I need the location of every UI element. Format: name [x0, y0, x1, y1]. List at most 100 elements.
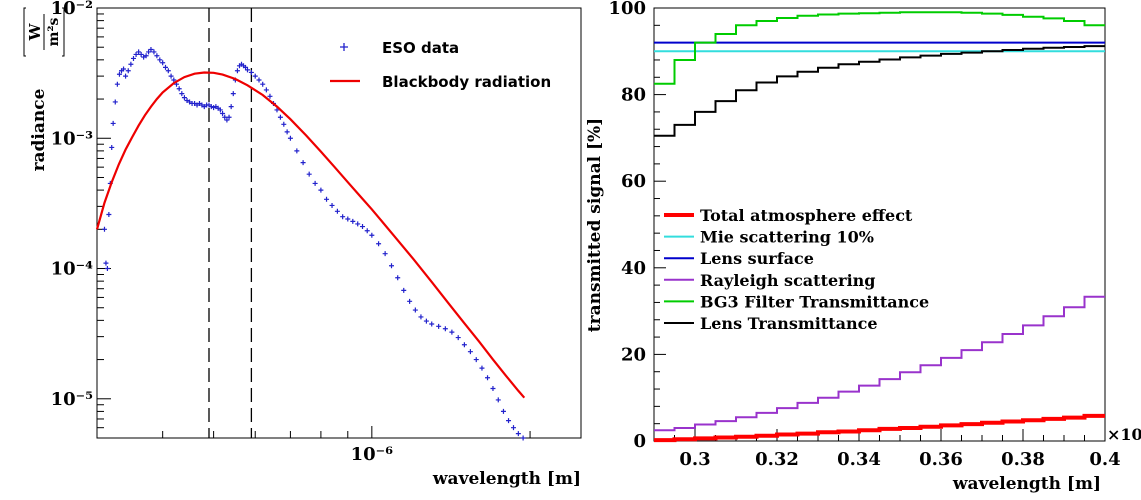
left-x-axis-label: wavelength [m] — [432, 469, 581, 489]
right-y-axis-label: transmitted signal [%] — [585, 118, 605, 332]
unit-numerator: W — [26, 22, 44, 41]
data-point — [224, 117, 230, 123]
left-series — [95, 47, 526, 441]
x-tick-label: 10⁻⁶ — [351, 444, 394, 465]
data-point — [364, 228, 370, 234]
data-point — [101, 226, 107, 232]
series-line-bg3-filter-transmittance — [654, 11, 1105, 85]
data-point — [495, 397, 501, 403]
x-tick-label: 0.34 — [837, 449, 881, 470]
data-point — [260, 81, 266, 87]
data-point — [490, 385, 496, 391]
y-tick-label: 10⁻² — [51, 0, 93, 19]
data-point — [160, 60, 166, 66]
y-tick-label: 10⁻³ — [51, 128, 94, 149]
data-point — [442, 326, 448, 332]
data-point — [114, 81, 120, 87]
data-point — [248, 69, 254, 75]
data-point — [116, 71, 122, 77]
data-point — [176, 86, 182, 92]
data-point — [230, 91, 236, 97]
unit-bracket-right — [62, 7, 65, 57]
legend-label: Lens surface — [700, 249, 814, 268]
data-point — [138, 51, 144, 57]
x-tick-label: 0.3 — [679, 449, 710, 470]
data-point — [252, 73, 258, 79]
data-point — [369, 232, 375, 238]
right-x-multiplier-label: ×10⁻⁶ — [1107, 425, 1141, 444]
data-point — [125, 68, 131, 74]
right-legend: Total atmosphere effect Mie scattering 10… — [664, 206, 929, 333]
legend-label: Lens Transmittance — [700, 314, 878, 333]
data-point — [355, 221, 361, 227]
data-point — [148, 47, 154, 53]
series-line-lens-transmittance — [654, 45, 1105, 137]
data-point — [179, 91, 185, 97]
legend-marker-eso — [340, 43, 348, 51]
data-point — [515, 431, 521, 437]
data-point — [220, 110, 226, 116]
data-point — [287, 135, 293, 141]
data-point — [360, 224, 366, 230]
data-point — [376, 241, 382, 247]
data-point — [340, 214, 346, 220]
data-point — [146, 49, 152, 55]
data-point — [429, 321, 435, 327]
data-point — [449, 329, 455, 335]
data-point — [277, 114, 283, 120]
data-point — [121, 66, 127, 72]
data-point — [130, 55, 136, 61]
y-tick-label: 20 — [621, 344, 646, 365]
data-point — [350, 218, 356, 224]
data-point — [423, 318, 429, 324]
data-point — [506, 418, 512, 424]
data-point — [106, 211, 112, 217]
left-dashed-reference-lines — [208, 8, 253, 438]
data-point — [234, 68, 240, 74]
data-point — [418, 314, 424, 320]
unit-denominator: m²s — [46, 17, 62, 46]
data-point — [395, 275, 401, 281]
right-x-axis-label: wavelength [m] — [952, 474, 1101, 494]
data-point — [306, 171, 312, 177]
data-point — [103, 260, 109, 266]
series-line-rayleigh-scattering — [654, 295, 1105, 432]
data-point — [334, 208, 340, 214]
right-axis-tick-labels: 0.3 0.32 0.34 0.36 0.38 0.4 0 20 40 60 80 100 — [608, 0, 1120, 470]
data-point — [222, 114, 228, 120]
data-point — [112, 99, 118, 105]
data-point — [401, 287, 407, 293]
blackbody-curve — [95, 71, 526, 399]
data-point — [181, 95, 187, 101]
data-point — [294, 148, 300, 154]
data-point — [187, 99, 193, 105]
left-axis-tick-labels: 10⁻⁵ 10⁻⁴ 10⁻³ 10⁻² 10⁻⁶ — [51, 0, 394, 465]
legend-label: Total atmosphere effect — [700, 206, 913, 225]
data-point — [500, 408, 506, 414]
data-point — [228, 104, 234, 110]
data-point — [104, 266, 110, 272]
data-point — [389, 263, 395, 269]
y-tick-label: 0 — [633, 431, 646, 452]
legend-label-blackbody: Blackbody radiation — [382, 73, 551, 91]
y-tick-label: 40 — [621, 258, 646, 279]
y-axis-label-text: radiance — [29, 88, 49, 171]
x-tick-label: 0.32 — [755, 449, 799, 470]
data-point — [267, 93, 273, 99]
data-point — [510, 425, 516, 431]
data-point — [109, 144, 115, 150]
data-point — [128, 61, 134, 67]
data-point — [154, 53, 160, 59]
right-series — [654, 11, 1105, 443]
left-legend: ESO data Blackbody radiation — [330, 39, 551, 91]
data-point — [274, 107, 280, 113]
y-tick-label: 10⁻⁵ — [51, 389, 94, 410]
data-point — [165, 68, 171, 74]
x-tick-label: 0.36 — [919, 449, 963, 470]
data-point — [284, 129, 290, 135]
legend-label: Mie scattering 10% — [700, 228, 874, 247]
data-point — [226, 114, 232, 120]
data-point — [382, 251, 388, 257]
data-point — [300, 160, 306, 166]
